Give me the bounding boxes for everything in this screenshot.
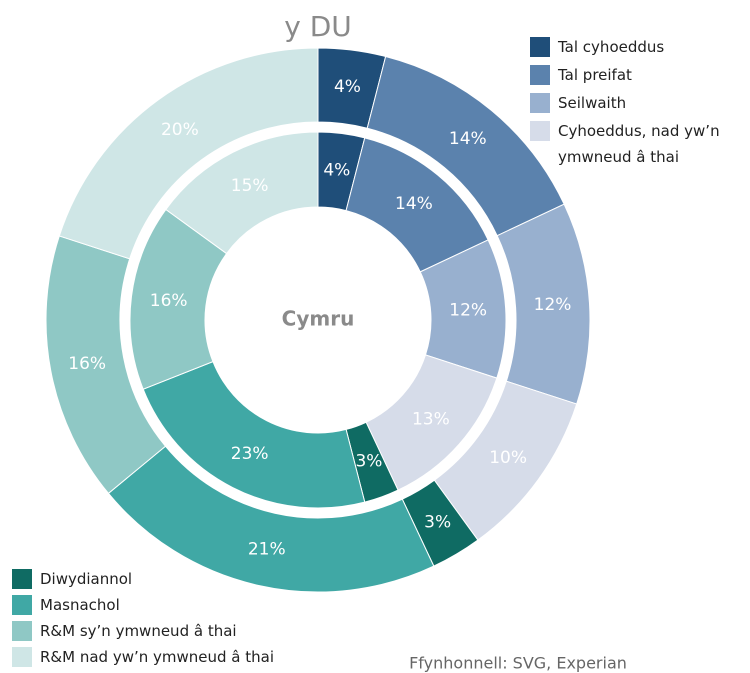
legend-item: R&M nad yw’n ymwneud â thai [12, 644, 332, 670]
legend-label: Tal cyhoeddus [558, 38, 665, 56]
value-label: 16% [68, 354, 106, 374]
chart-title: y DU [284, 10, 352, 43]
legend-swatch [12, 595, 32, 615]
legend-swatch [530, 121, 550, 141]
value-label: 4% [323, 161, 350, 181]
value-label: 15% [231, 176, 269, 196]
value-label: 16% [150, 291, 188, 311]
wedge [142, 360, 366, 509]
legend-label: R&M nad yw’n ymwneud â thai [40, 648, 275, 666]
legend-item: Tal preifat [530, 62, 745, 88]
legend-label: Masnachol [40, 596, 120, 614]
legend-item: Cyhoeddus, nad yw’n ymwneud â thai [530, 118, 745, 170]
legend-label: Tal preifat [558, 66, 632, 84]
value-label: 12% [534, 295, 572, 315]
value-label: 10% [489, 448, 527, 468]
legend-item: Seilwaith [530, 90, 745, 116]
legend-item: Tal cyhoeddus [530, 34, 745, 60]
legend-swatch [12, 621, 32, 641]
legend-swatch [12, 647, 32, 667]
value-label: 4% [334, 77, 361, 97]
value-label: 23% [231, 444, 269, 464]
legend-label: Cyhoeddus, nad yw’n ymwneud â thai [558, 122, 720, 166]
value-label: 12% [449, 301, 487, 321]
legend-swatch [530, 37, 550, 57]
legend-item: R&M sy’n ymwneud â thai [12, 618, 332, 644]
legend-label: Seilwaith [558, 94, 627, 112]
legend-item: Diwydiannol [12, 566, 332, 592]
legend-item: Masnachol [12, 592, 332, 618]
legend-swatch [530, 93, 550, 113]
value-label: 3% [355, 452, 382, 472]
ring-gap [122, 124, 514, 516]
value-label: 3% [424, 512, 451, 532]
wedge [165, 131, 319, 255]
source: Ffynhonnell: SVG, Experian [409, 654, 627, 673]
legend-label: R&M sy’n ymwneud â thai [40, 622, 237, 640]
wedge [58, 47, 319, 260]
value-label: 14% [395, 194, 433, 214]
value-label: 20% [161, 120, 199, 140]
legend-label: Diwydiannol [40, 570, 133, 588]
legend-swatch [12, 569, 32, 589]
value-label: 21% [248, 539, 286, 559]
center-label: Cymru [282, 307, 355, 331]
legend-swatch [530, 65, 550, 85]
value-label: 13% [412, 410, 450, 430]
value-label: 14% [449, 129, 487, 149]
